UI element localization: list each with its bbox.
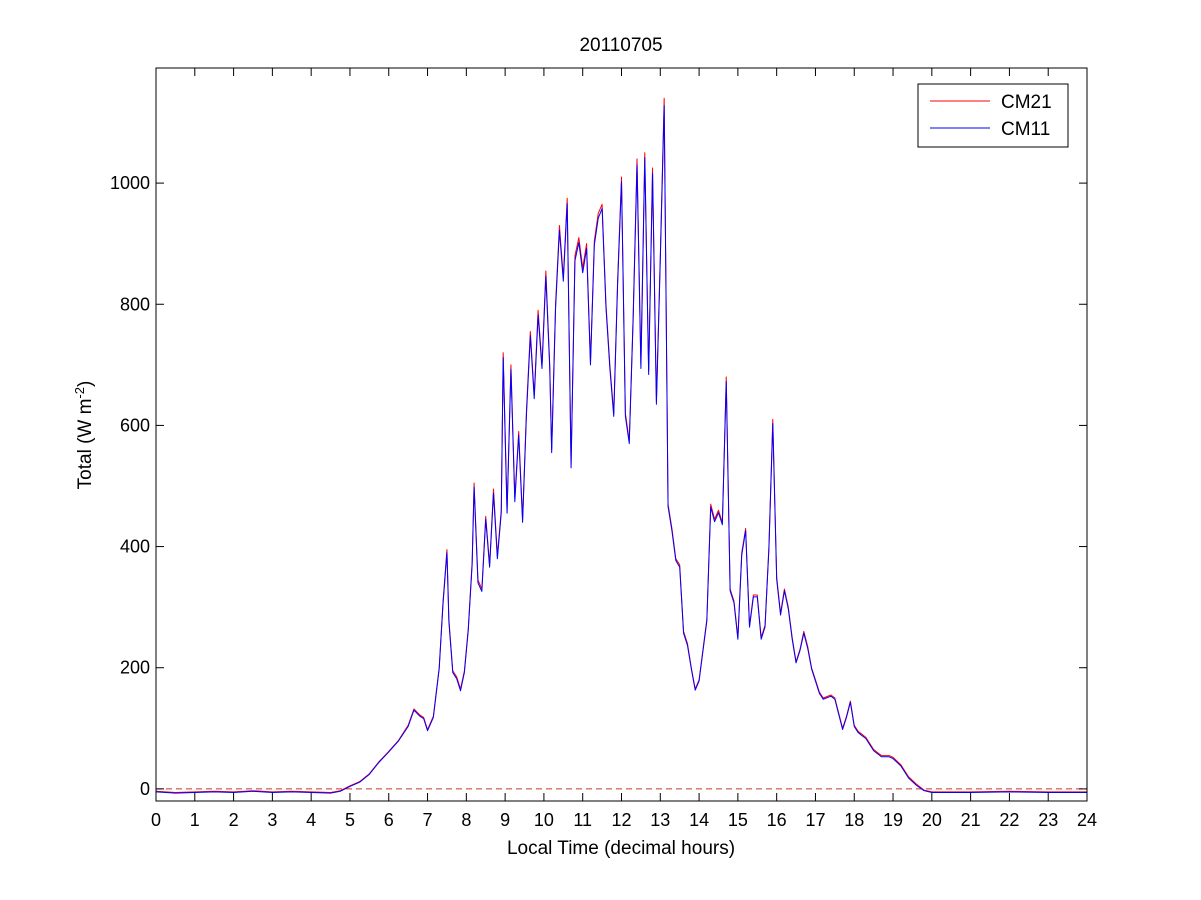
y-axis-label-close: ): [75, 381, 96, 387]
x-tick-label: 14: [689, 810, 709, 830]
x-tick-label: 0: [151, 810, 161, 830]
legend-box: [917, 83, 1069, 148]
x-tick-label: 8: [461, 810, 471, 830]
y-axis-label-exponent: -2: [72, 387, 87, 399]
x-tick-label: 3: [267, 810, 277, 830]
x-tick-label: 12: [611, 810, 631, 830]
x-tick-label: 13: [650, 810, 670, 830]
x-tick-label: 2: [229, 810, 239, 830]
x-tick-label: 23: [1038, 810, 1058, 830]
x-tick-label: 19: [883, 810, 903, 830]
legend: CM21 CM11: [917, 83, 1069, 148]
axes-box: [155, 67, 1088, 802]
y-tick-label: 0: [140, 779, 150, 799]
x-tick-label: 18: [844, 810, 864, 830]
x-tick-label: 22: [999, 810, 1019, 830]
x-tick-label: 6: [384, 810, 394, 830]
legend-label-cm21: CM21: [1001, 92, 1052, 113]
x-tick-label: 16: [767, 810, 787, 830]
x-tick-label: 10: [534, 810, 554, 830]
y-tick-label: 1000: [110, 173, 150, 193]
x-tick-label: 17: [805, 810, 825, 830]
y-tick-label: 200: [120, 658, 150, 678]
x-tick-label: 9: [500, 810, 510, 830]
x-tick-label: 15: [728, 810, 748, 830]
x-tick-label: 21: [961, 810, 981, 830]
legend-label-cm11: CM11: [1001, 119, 1050, 140]
y-axis-label: Total (W m-2): [72, 381, 97, 490]
y-tick-label: 800: [120, 294, 150, 314]
x-tick-label: 5: [345, 810, 355, 830]
x-axis-label: Local Time (decimal hours): [507, 838, 735, 859]
y-axis-label-base: Total (W m: [75, 399, 96, 490]
x-tick-label: 1: [190, 810, 200, 830]
series-line-cm11: [155, 105, 1087, 794]
y-tick-label: 400: [120, 537, 150, 557]
x-tick-label: 7: [423, 810, 433, 830]
x-tick-label: 4: [306, 810, 316, 830]
x-tick-label: 24: [1077, 810, 1097, 830]
x-tick-label: 11: [573, 810, 592, 830]
y-tick-label: 600: [120, 415, 150, 435]
x-tick-label: 20: [922, 810, 942, 830]
chart-title: 20110705: [579, 35, 662, 56]
